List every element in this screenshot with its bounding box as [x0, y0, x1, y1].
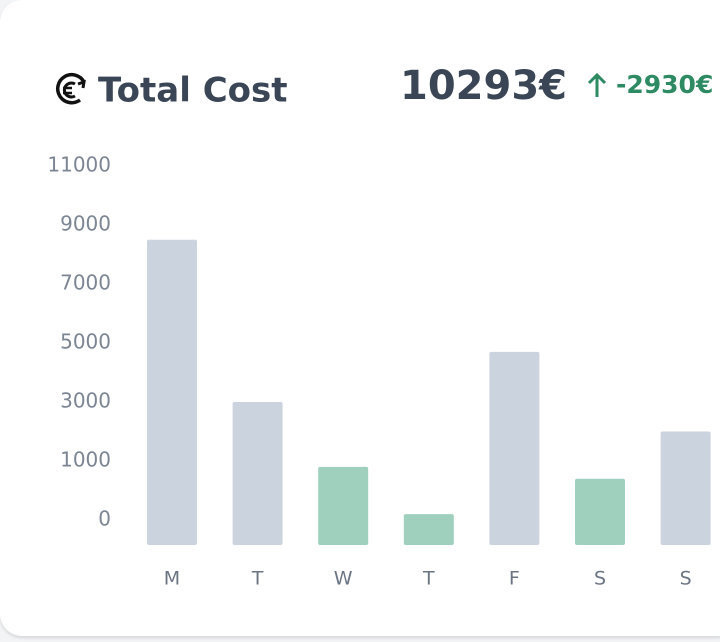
x-tick-label: F	[509, 568, 520, 590]
up-arrow	[587, 72, 607, 97]
x-tick-label: S	[594, 568, 606, 590]
bar	[575, 478, 625, 545]
bar	[232, 402, 283, 545]
title: Total Cost	[98, 71, 288, 111]
x-tick-label: S	[680, 568, 692, 590]
x-tick-label: T	[422, 568, 435, 590]
y-tick-label: 1000	[60, 448, 111, 472]
bar	[403, 514, 454, 545]
y-tick-label: 11000	[47, 153, 111, 177]
total: 10293€	[400, 63, 567, 109]
x-tick-label: W	[334, 568, 353, 590]
euro-icon	[55, 72, 86, 105]
y-tick-label: 3000	[60, 389, 111, 413]
x-tick-label: M	[164, 568, 180, 590]
bar	[147, 239, 197, 545]
bar	[489, 351, 540, 545]
x-tick-label: T	[251, 568, 264, 590]
y-tick-label: 9000	[60, 212, 111, 236]
y-tick-label: 0	[98, 507, 111, 531]
bar	[318, 466, 369, 545]
y-tick-label: 7000	[60, 271, 111, 295]
y-tick-label: 5000	[60, 330, 111, 354]
change: -2930€	[616, 70, 713, 99]
bar	[660, 431, 711, 545]
